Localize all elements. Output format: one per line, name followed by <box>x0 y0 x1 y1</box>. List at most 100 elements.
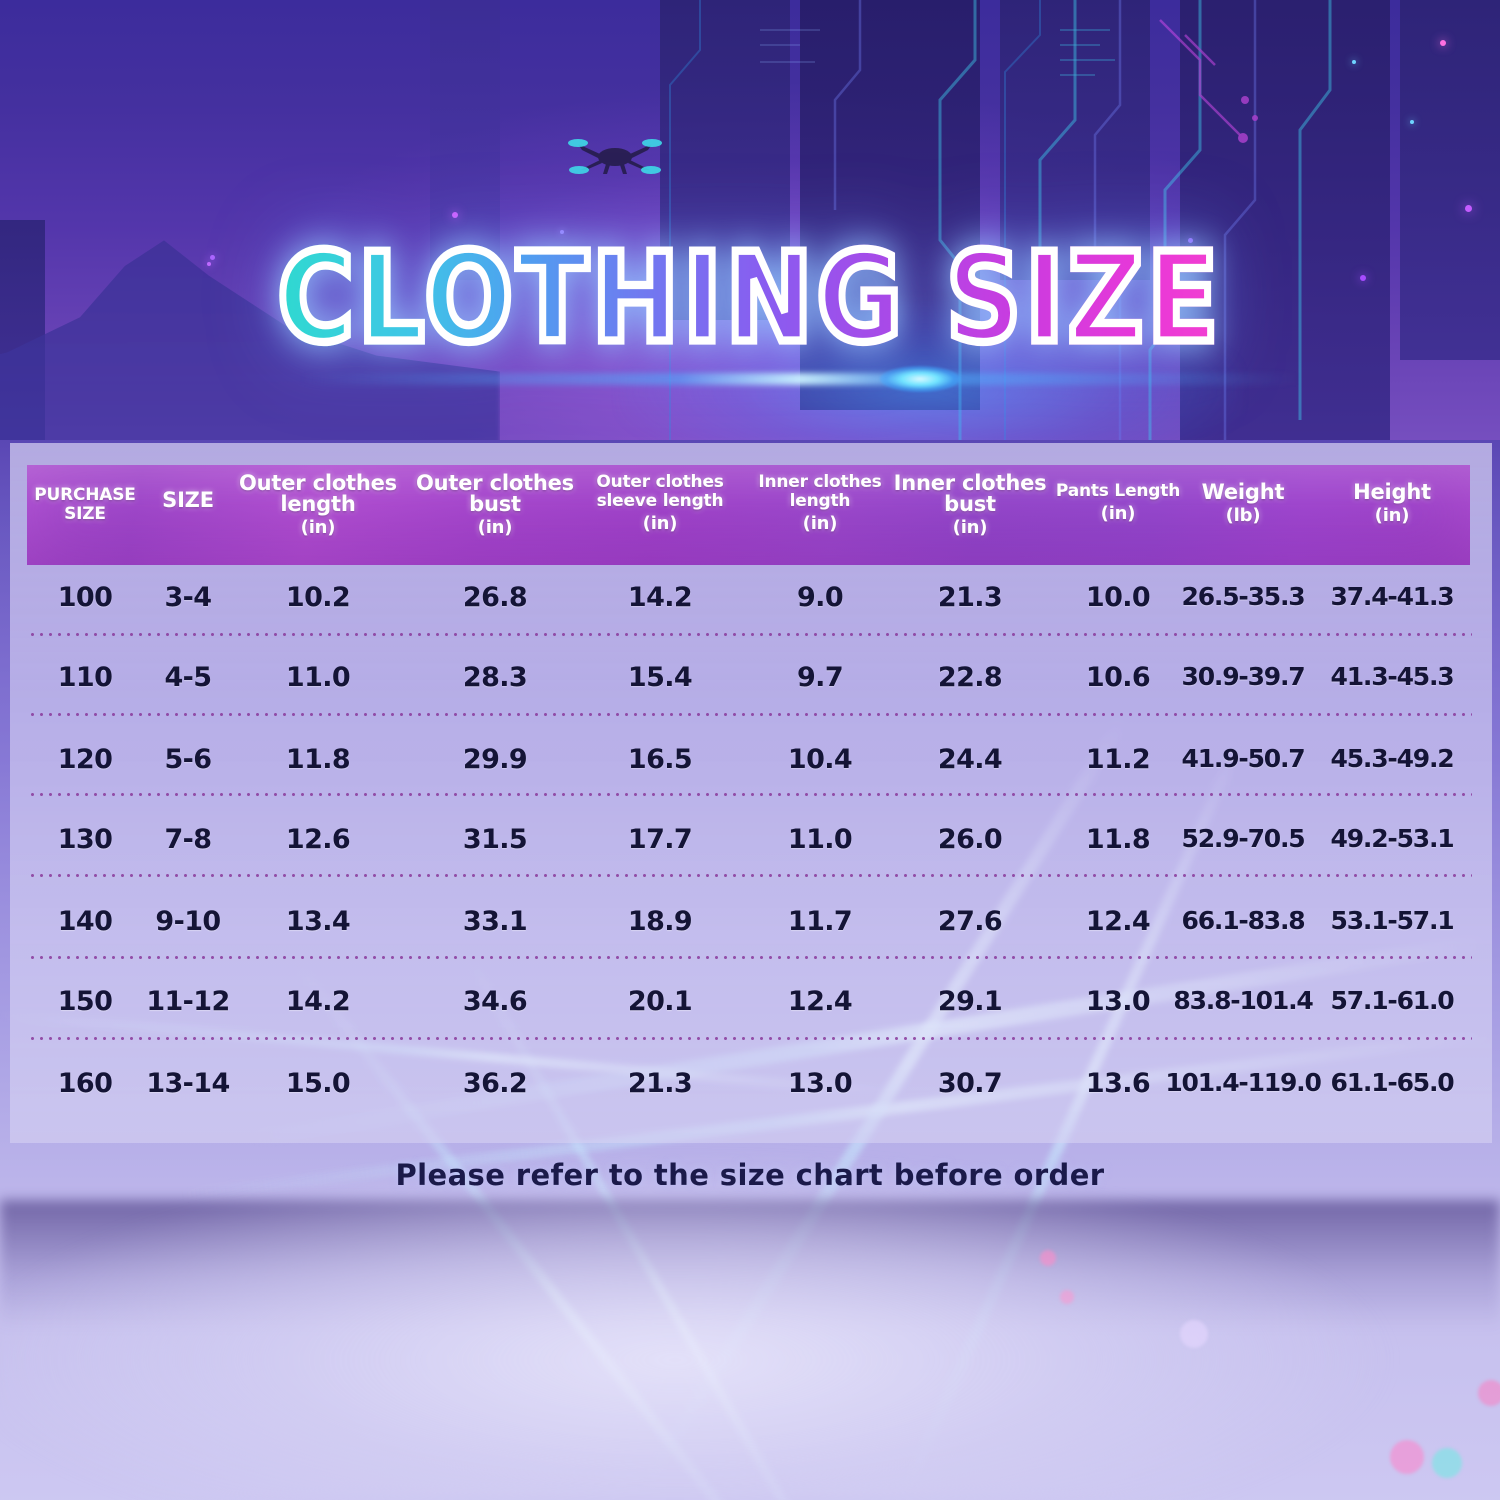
light-speck <box>210 255 215 260</box>
row-separator <box>28 1037 1472 1040</box>
column-header-inner-bust: Inner clothes bust (in) <box>893 471 1047 539</box>
cell-height: 41.3-45.3 <box>1330 662 1455 691</box>
cell-pants-length: 11.2 <box>1085 744 1151 775</box>
cell-purchase-size: 160 <box>57 1068 113 1099</box>
cell-purchase-size: 130 <box>57 824 113 855</box>
ground-mist <box>0 1150 1500 1500</box>
row-separator <box>28 874 1472 877</box>
cell-weight: 66.1-83.8 <box>1181 906 1306 935</box>
cell-pants-length: 10.6 <box>1085 662 1151 693</box>
cell-outer-length: 15.0 <box>285 1068 351 1099</box>
cell-height: 57.1-61.0 <box>1330 986 1455 1015</box>
cell-size: 13-14 <box>146 1068 230 1099</box>
city-building <box>430 0 500 280</box>
cell-outer-length: 13.4 <box>285 906 351 937</box>
cell-outer-length: 11.8 <box>285 744 351 775</box>
row-separator <box>28 793 1472 796</box>
cell-inner-bust: 26.0 <box>937 824 1003 855</box>
cell-purchase-size: 150 <box>57 986 113 1017</box>
cell-outer-sleeve: 16.5 <box>627 744 693 775</box>
light-speck <box>560 230 564 234</box>
cell-pants-length: 13.0 <box>1085 986 1151 1017</box>
cell-purchase-size: 100 <box>57 582 113 613</box>
cell-inner-bust: 27.6 <box>937 906 1003 937</box>
lens-flare-streak <box>300 373 1300 385</box>
cell-outer-sleeve: 18.9 <box>627 906 693 937</box>
cell-size: 7-8 <box>164 824 213 855</box>
cell-size: 5-6 <box>164 744 213 775</box>
bokeh-light <box>1040 1250 1056 1266</box>
bokeh-light <box>1180 1320 1208 1348</box>
cell-outer-bust: 26.8 <box>462 582 528 613</box>
city-building <box>660 0 790 320</box>
cell-outer-length: 12.6 <box>285 824 351 855</box>
column-header-outer-bust: Outer clothes bust (in) <box>416 471 574 539</box>
cell-size: 4-5 <box>164 662 213 693</box>
cell-pants-length: 12.4 <box>1085 906 1151 937</box>
row-separator <box>28 633 1472 636</box>
cell-pants-length: 11.8 <box>1085 824 1151 855</box>
light-speck <box>1352 60 1356 64</box>
column-header-outer-sleeve: Outer clothes sleeve length (in) <box>596 472 724 535</box>
cell-outer-length: 14.2 <box>285 986 351 1017</box>
cell-inner-length: 12.4 <box>787 986 853 1017</box>
cell-outer-bust: 28.3 <box>462 662 528 693</box>
cell-outer-bust: 29.9 <box>462 744 528 775</box>
table-header-row <box>27 465 1470 565</box>
bokeh-light <box>1390 1440 1424 1474</box>
cell-height: 49.2-53.1 <box>1330 824 1455 853</box>
cell-weight: 41.9-50.7 <box>1181 744 1306 773</box>
cell-size: 3-4 <box>164 582 213 613</box>
cell-inner-bust: 30.7 <box>937 1068 1003 1099</box>
cell-outer-bust: 31.5 <box>462 824 528 855</box>
light-speck <box>1440 40 1446 46</box>
row-separator <box>28 713 1472 716</box>
header-sheen <box>27 465 1470 565</box>
column-header-inner-length: Inner clothes length (in) <box>758 472 882 535</box>
light-speck <box>1410 120 1414 124</box>
cell-inner-bust: 21.3 <box>937 582 1003 613</box>
circuit-traces-icon <box>669 0 1332 470</box>
cell-outer-length: 11.0 <box>285 662 351 693</box>
city-building <box>1400 0 1500 360</box>
cell-height: 37.4-41.3 <box>1330 582 1455 611</box>
light-speck <box>1465 205 1472 212</box>
light-speck <box>452 212 458 218</box>
cell-size: 9-10 <box>155 906 221 937</box>
cell-outer-sleeve: 20.1 <box>627 986 693 1017</box>
page-title-text: CLOTHING SIZE <box>274 226 1223 370</box>
cell-outer-bust: 33.1 <box>462 906 528 937</box>
page-title: CLOTHING SIZE <box>0 233 1500 364</box>
column-header-height: Height (in) <box>1353 480 1431 527</box>
column-header-weight: Weight (lb) <box>1201 480 1285 527</box>
cell-inner-bust: 24.4 <box>937 744 1003 775</box>
light-speck <box>1188 238 1193 243</box>
lens-flare-icon <box>880 366 960 392</box>
drone-icon <box>568 139 662 174</box>
column-header-outer-length: Outer clothes length (in) <box>239 471 397 539</box>
cell-weight: 30.9-39.7 <box>1181 662 1306 691</box>
cell-outer-sleeve: 17.7 <box>627 824 693 855</box>
cell-inner-length: 10.4 <box>787 744 853 775</box>
row-separator <box>28 956 1472 959</box>
cell-inner-length: 9.0 <box>796 582 844 613</box>
footer-note: Please refer to the size chart before or… <box>395 1158 1105 1192</box>
cell-outer-bust: 36.2 <box>462 1068 528 1099</box>
cell-inner-length: 9.7 <box>796 662 844 693</box>
cell-inner-length: 11.0 <box>787 824 853 855</box>
city-building <box>1000 0 1150 280</box>
column-header-pants-length: Pants Length (in) <box>1055 481 1181 525</box>
light-speck <box>1360 275 1366 281</box>
cell-inner-length: 13.0 <box>787 1068 853 1099</box>
cell-outer-sleeve: 15.4 <box>627 662 693 693</box>
cell-purchase-size: 120 <box>57 744 113 775</box>
column-header-purchase-size: PURCHASE SIZE <box>34 485 136 524</box>
cell-height: 45.3-49.2 <box>1330 744 1455 773</box>
cell-outer-length: 10.2 <box>285 582 351 613</box>
bokeh-light <box>1432 1448 1462 1478</box>
cell-size: 11-12 <box>146 986 230 1017</box>
cell-purchase-size: 110 <box>57 662 113 693</box>
cell-outer-sleeve: 14.2 <box>627 582 693 613</box>
cell-pants-length: 13.6 <box>1085 1068 1151 1099</box>
cell-height: 61.1-65.0 <box>1330 1068 1455 1097</box>
